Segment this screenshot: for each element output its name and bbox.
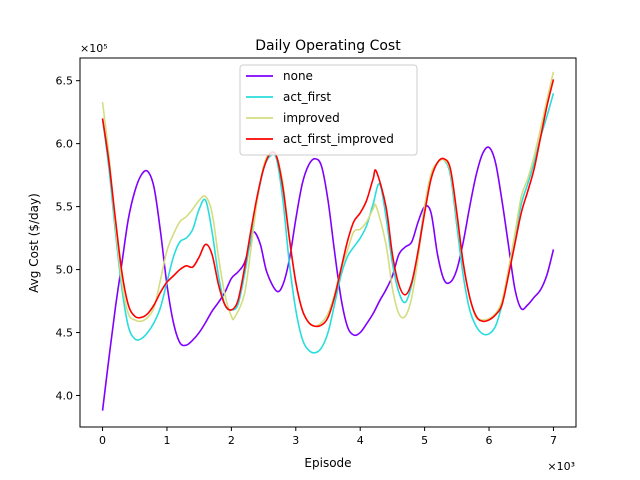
x-tick-label: 1: [163, 434, 170, 447]
legend-label: none: [283, 69, 313, 83]
x-tick-label: 5: [421, 434, 428, 447]
legend-label: act_first: [283, 90, 331, 104]
legend: none act_first improved act_first_improved: [239, 64, 418, 156]
x-axis-multiplier: ×10³: [547, 460, 575, 473]
x-axis: 0 1 2 3 4 5 6 7: [99, 427, 557, 447]
legend-box: [239, 64, 418, 156]
y-axis-label: Avg Cost ($/day): [27, 193, 41, 293]
x-tick-label: 3: [292, 434, 299, 447]
plot-frame: [79, 57, 577, 428]
series-line-act-first: [101, 93, 555, 354]
series-line-none: [101, 146, 555, 411]
series-line-act-first-improved: [101, 79, 555, 328]
legend-label: act_first_improved: [283, 132, 394, 146]
chart-title: Daily Operating Cost: [255, 38, 401, 54]
x-tick-label: 4: [357, 434, 364, 447]
x-axis-label: Episode: [304, 456, 351, 470]
y-axis-multiplier: ×10⁵: [80, 42, 108, 55]
y-tick-label: 6.5: [56, 75, 74, 88]
plot-area: [101, 71, 555, 411]
y-tick-label: 6.0: [56, 138, 74, 151]
x-tick-label: 2: [228, 434, 235, 447]
x-tick-label: 6: [486, 434, 493, 447]
y-axis: 4.0 4.5 5.0 5.5 6.0 6.5: [56, 75, 80, 403]
y-tick-label: 4.0: [56, 390, 74, 403]
x-tick-label: 0: [99, 434, 106, 447]
y-tick-label: 5.0: [56, 264, 74, 277]
y-tick-label: 4.5: [56, 327, 74, 340]
legend-label: improved: [283, 111, 340, 125]
x-tick-label: 7: [550, 434, 557, 447]
y-tick-label: 5.5: [56, 201, 74, 214]
